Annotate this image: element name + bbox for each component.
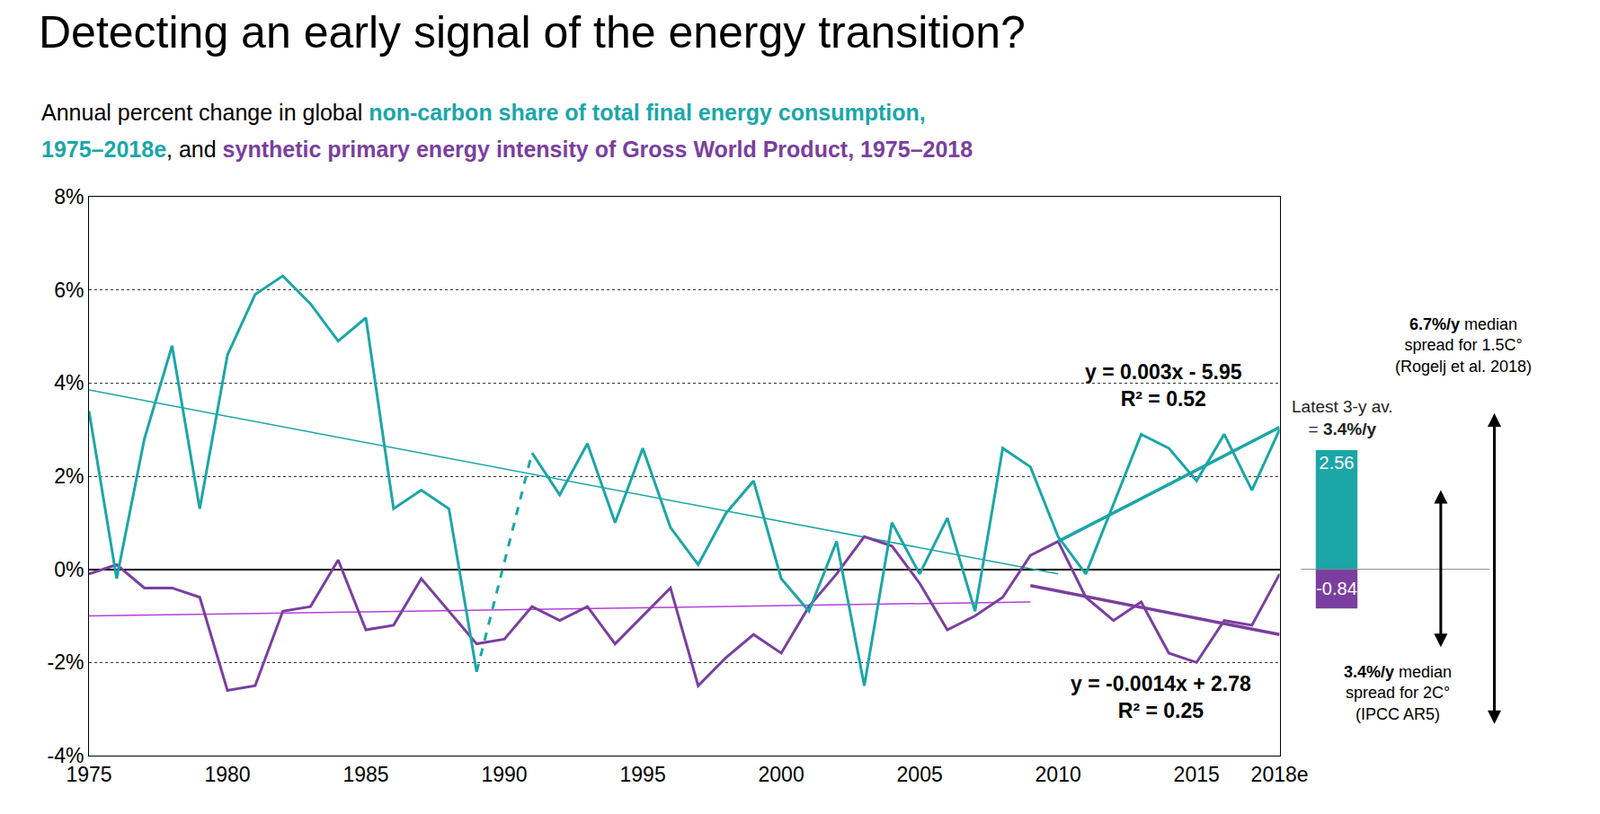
svg-text:0%: 0%	[53, 558, 84, 582]
svg-text:y = -0.0014x + 2.78R² = 0.25: y = -0.0014x + 2.78R² = 0.25	[1070, 672, 1252, 723]
svg-text:Annual percent change in globa: Annual percent change in global non-carb…	[41, 99, 926, 125]
svg-text:1975–2018e, and synthetic prim: 1975–2018e, and synthetic primary energy…	[41, 136, 973, 162]
svg-text:2%: 2%	[53, 464, 84, 489]
svg-text:1980: 1980	[204, 763, 250, 787]
svg-text:3.4%/y medianspread for 2C°(IP: 3.4%/y medianspread for 2C°(IPCC AR5)	[1343, 663, 1452, 724]
svg-text:8%: 8%	[53, 185, 84, 209]
svg-text:-4%: -4%	[46, 744, 84, 768]
svg-text:4%: 4%	[53, 371, 84, 395]
svg-text:-2%: -2%	[46, 650, 84, 675]
svg-text:Latest 3-y av.= 3.4%/y: Latest 3-y av.= 3.4%/y	[1291, 397, 1394, 439]
svg-text:y = 0.003x - 5.95R² = 0.52: y = 0.003x - 5.95R² = 0.52	[1084, 360, 1243, 411]
svg-text:6%: 6%	[53, 278, 84, 303]
svg-text:2015: 2015	[1173, 763, 1220, 787]
svg-text:2.56: 2.56	[1319, 453, 1355, 473]
svg-text:1975: 1975	[65, 763, 112, 787]
svg-text:2000: 2000	[758, 763, 805, 787]
svg-text:1990: 1990	[480, 763, 527, 787]
svg-text:2010: 2010	[1035, 763, 1082, 787]
svg-text:Detecting an early signal of t: Detecting an early signal of the energy …	[38, 7, 1026, 58]
svg-text:2005: 2005	[897, 763, 943, 787]
svg-text:1995: 1995	[619, 763, 666, 787]
svg-text:1985: 1985	[342, 763, 389, 787]
svg-text:6.7%/y medianspread for 1.5C°(: 6.7%/y medianspread for 1.5C°(Rogelj et …	[1395, 315, 1532, 376]
svg-text:2018e: 2018e	[1251, 763, 1309, 787]
svg-text:-0.84: -0.84	[1315, 578, 1358, 599]
